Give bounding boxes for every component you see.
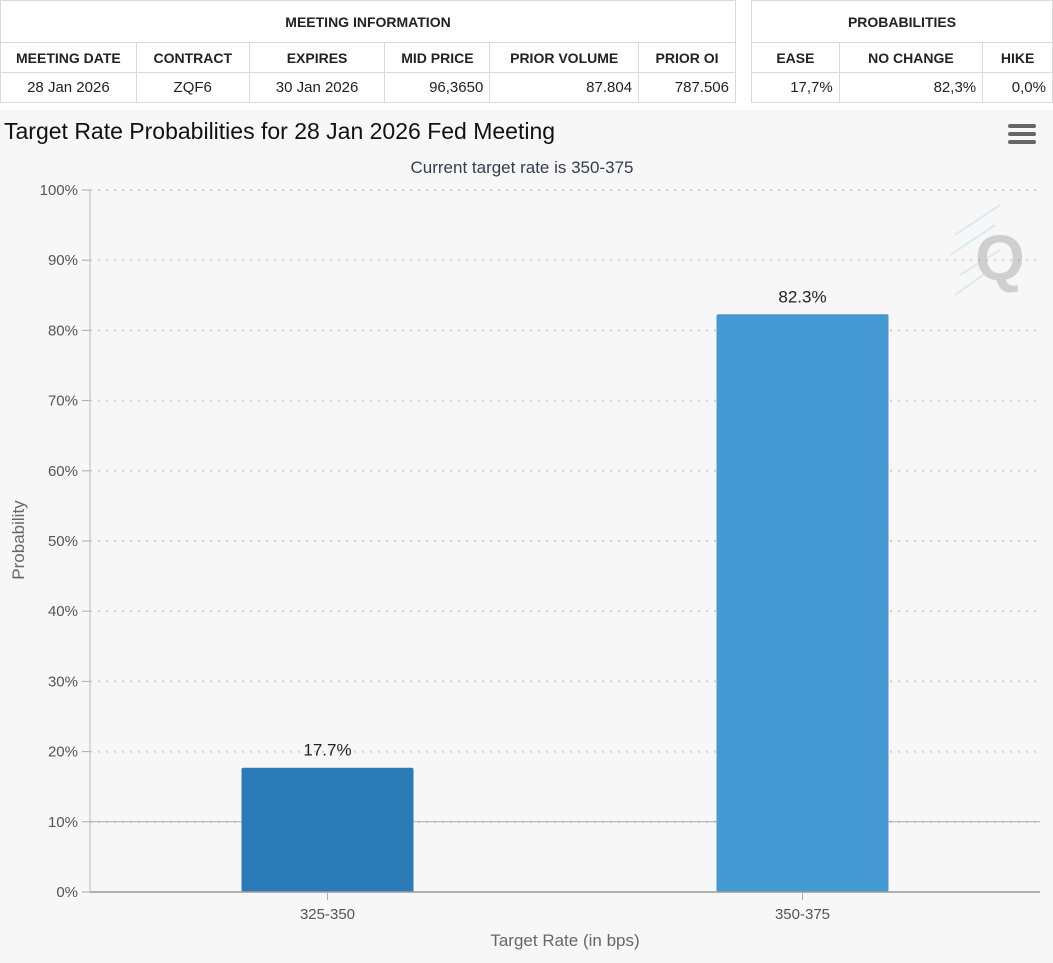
x-tick-label: 350-375	[775, 906, 830, 923]
y-tick-label: 50%	[48, 533, 78, 550]
column-header-hike: HIKE	[982, 42, 1053, 73]
cell-contract: ZQF6	[135, 72, 250, 103]
column-header-ease: EASE	[751, 42, 840, 73]
y-tick-label: 0%	[56, 884, 78, 901]
probabilities-table: PROBABILITIES EASE NO CHANGE HIKE 17,7% …	[751, 0, 1053, 103]
y-tick-label: 90%	[48, 252, 78, 269]
y-tick-label: 60%	[48, 463, 78, 480]
column-header-prior-volume: PRIOR VOLUME	[489, 42, 640, 73]
bar-350-375[interactable]	[716, 314, 889, 892]
chart-menu-button[interactable]	[1008, 124, 1036, 148]
column-header-no-change: NO CHANGE	[838, 42, 984, 73]
quikstrike-watermark-icon: Q	[949, 204, 1025, 296]
chart-plot: Q 17.7% 82.3% 0% 10% 20% 30% 40% 50% 60% 70% 80% 9…	[9, 182, 1040, 950]
bar-325-350[interactable]	[241, 767, 414, 892]
svg-text:Q: Q	[975, 222, 1025, 294]
chart-title: Target Rate Probabilities for 28 Jan 202…	[4, 118, 556, 144]
cell-hike: 0,0%	[982, 72, 1053, 103]
probability-chart: Q 17.7% 82.3% 0% 10% 20% 30% 40% 50% 60% 70% 80% 9…	[0, 110, 1053, 963]
y-tick-label: 40%	[48, 603, 78, 620]
cell-expires: 30 Jan 2026	[248, 72, 386, 103]
probabilities-header: PROBABILITIES	[751, 0, 1053, 43]
data-label: 17.7%	[303, 741, 351, 760]
cell-prior-oi: 787.506	[638, 72, 736, 103]
column-header-prior-oi: PRIOR OI	[638, 42, 736, 73]
x-tick-label: 325-350	[300, 906, 355, 923]
meeting-information-header: MEETING INFORMATION	[0, 0, 736, 43]
column-header-meeting-date: MEETING DATE	[0, 42, 137, 73]
y-axis-label: Probability	[9, 500, 28, 580]
cell-no-change: 82,3%	[838, 72, 984, 103]
cell-prior-volume: 87.804	[489, 72, 640, 103]
y-tick-label: 20%	[48, 744, 78, 761]
column-header-mid-price: MID PRICE	[384, 42, 491, 73]
y-tick-label: 80%	[48, 322, 78, 339]
y-tick-label: 10%	[48, 814, 78, 831]
column-header-contract: CONTRACT	[135, 42, 250, 73]
y-tick-label: 30%	[48, 673, 78, 690]
data-label: 82.3%	[778, 287, 826, 306]
meeting-information-table: MEETING INFORMATION MEETING DATE CONTRAC…	[0, 0, 736, 103]
cell-meeting-date: 28 Jan 2026	[0, 72, 137, 103]
cell-mid-price: 96,3650	[384, 72, 491, 103]
y-tick-label: 100%	[40, 182, 78, 199]
y-tick-label: 70%	[48, 393, 78, 410]
x-axis-label: Target Rate (in bps)	[490, 931, 639, 950]
chart-subtitle: Current target rate is 350-375	[410, 158, 634, 177]
cell-ease: 17,7%	[751, 72, 840, 103]
column-header-expires: EXPIRES	[248, 42, 386, 73]
